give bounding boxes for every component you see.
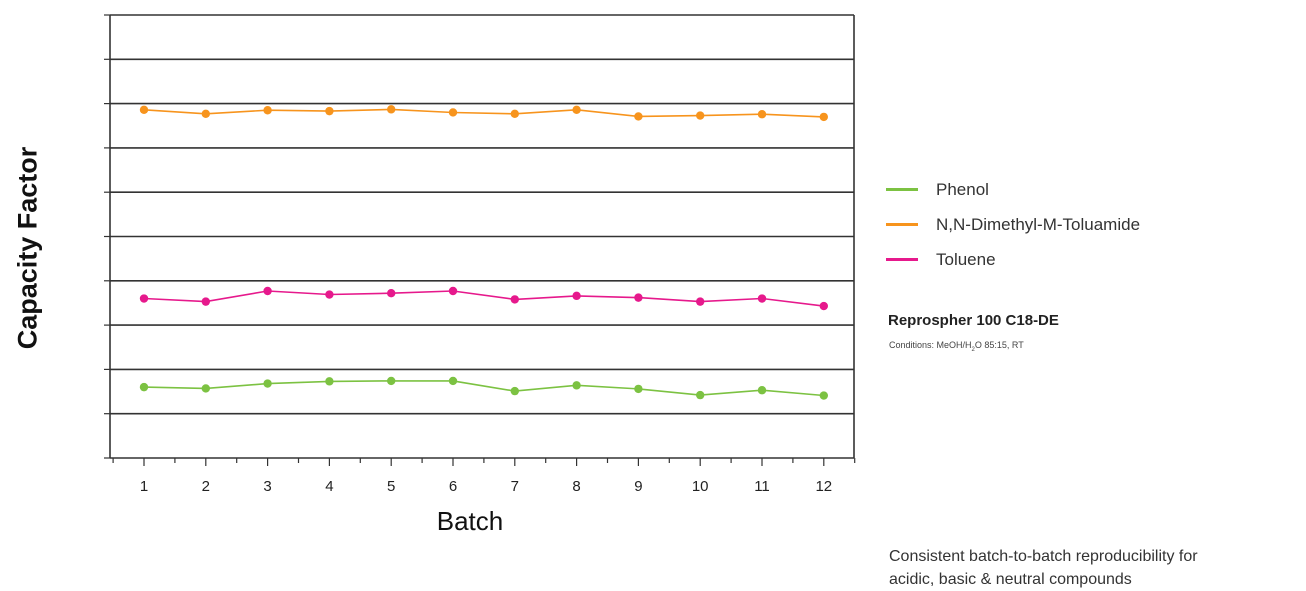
data-point-0 <box>634 384 643 394</box>
conditions-prefix: Conditions: MeOH/H <box>889 340 972 350</box>
data-point-0 <box>572 381 581 390</box>
data-point-1 <box>263 106 272 115</box>
data-point-1 <box>572 105 581 115</box>
data-point-1 <box>325 106 334 116</box>
data-point-1 <box>448 108 458 117</box>
y-axis-label-container: Capacity Factor <box>8 130 48 365</box>
x-tick-label: 9 <box>634 478 642 495</box>
data-point-2 <box>201 297 210 306</box>
footer-line-2: acidic, basic & neutral compounds <box>889 571 1132 588</box>
data-point-0 <box>696 390 705 400</box>
data-point-2 <box>572 291 581 301</box>
legend-item-phenol: Phenol <box>886 172 1140 207</box>
legend-label-dmt: N,N-Dimethyl-M-Toluamide <box>936 214 1141 234</box>
series-line-0 <box>143 380 824 397</box>
data-point-1 <box>139 105 149 115</box>
x-tick-label: 4 <box>325 478 333 495</box>
x-axis-label: Batch <box>436 506 504 536</box>
data-point-0 <box>448 376 458 386</box>
data-point-1 <box>387 105 396 114</box>
data-point-2 <box>757 294 767 303</box>
x-tick-label: 3 <box>263 478 271 495</box>
data-point-1 <box>634 112 643 121</box>
data-point-1 <box>819 112 828 122</box>
conditions-subscript: 2 <box>971 346 975 353</box>
chart-series <box>139 105 828 400</box>
data-point-2 <box>139 294 149 303</box>
data-point-0 <box>325 377 334 386</box>
legend-swatch-dmt <box>886 223 918 226</box>
data-point-2 <box>634 293 643 302</box>
chart-axes: 1 2 3 4 5 6 7 8 9 10 11 12 <box>104 14 856 495</box>
legend-item-dmt: N,N-Dimethyl-M-Toluamide <box>886 207 1140 242</box>
x-tick-label: 7 <box>511 478 519 495</box>
legend-label-phenol: Phenol <box>936 179 989 199</box>
data-point-1 <box>757 110 767 119</box>
x-tick-label: 2 <box>202 478 210 495</box>
data-point-0 <box>510 386 519 396</box>
data-point-2 <box>263 286 272 296</box>
conditions-text: Conditions: MeOH/H2O 85:15, RT <box>889 340 1024 353</box>
x-tick-label: 5 <box>387 478 395 495</box>
legend-label-toluene: Toluene <box>936 249 996 269</box>
data-point-2 <box>510 295 519 304</box>
x-tick-label: 10 <box>692 478 709 495</box>
data-point-2 <box>819 301 828 311</box>
conditions-suffix: O 85:15, RT <box>974 340 1024 350</box>
product-name: Reprospher 100 C18-DE <box>888 312 1059 329</box>
data-point-2 <box>696 297 705 306</box>
legend-swatch-toluene <box>886 258 918 261</box>
data-point-0 <box>387 376 396 386</box>
series-line-1 <box>143 108 824 118</box>
legend-swatch-phenol <box>886 188 918 191</box>
legend: Phenol N,N-Dimethyl-M-Toluamide Toluene <box>886 172 1140 277</box>
data-point-0 <box>139 382 149 392</box>
data-point-1 <box>510 109 519 118</box>
series-line-2 <box>143 290 824 307</box>
data-point-0 <box>201 384 210 393</box>
data-point-2 <box>448 286 458 296</box>
x-tick-label: 6 <box>449 478 457 495</box>
x-tick-label: 12 <box>815 478 832 495</box>
data-point-2 <box>325 290 334 299</box>
data-point-1 <box>696 111 705 120</box>
data-point-0 <box>263 379 272 388</box>
footer-line-1: Consistent batch-to-batch reproducibilit… <box>889 548 1198 565</box>
chart-grid <box>110 14 854 415</box>
data-point-2 <box>387 289 396 298</box>
x-tick-label: 1 <box>140 478 148 495</box>
x-tick-label: 8 <box>572 478 580 495</box>
y-axis-label: Capacity Factor <box>12 146 43 349</box>
footer-caption: Consistent batch-to-batch reproducibilit… <box>889 545 1304 591</box>
legend-item-toluene: Toluene <box>886 242 1140 277</box>
data-point-0 <box>757 386 767 395</box>
data-point-1 <box>201 109 210 118</box>
data-point-0 <box>819 391 828 400</box>
x-tick-label: 11 <box>754 478 770 495</box>
